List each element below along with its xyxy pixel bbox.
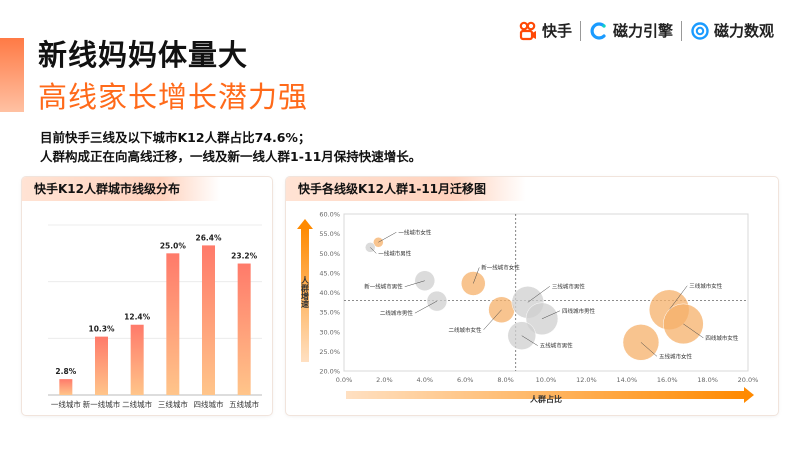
bubble-label: 四线城市男性 bbox=[562, 307, 596, 315]
bar-2 bbox=[130, 324, 144, 395]
y-tick-label: 20.0% bbox=[319, 368, 340, 376]
bar-category-label: 新一线城市 bbox=[83, 399, 121, 409]
bubble-label: 一线城市女性 bbox=[398, 228, 432, 236]
bubble-leader-line bbox=[483, 309, 502, 330]
kuaishou-logo: 快手 bbox=[518, 20, 572, 41]
cili-shuguan-logo: 磁力数观 bbox=[690, 20, 774, 41]
bar-chart: 2.8% 一线城市 10.3% 新一线城市 12.4% 二线城市 25.0% 三线城市 26.4… bbox=[48, 224, 262, 409]
y-axis-title: 人群增速 bbox=[300, 275, 310, 309]
bar-0 bbox=[59, 379, 73, 395]
y-tick-label: 55.0% bbox=[319, 230, 340, 238]
bar-value-label: 26.4% bbox=[195, 233, 222, 242]
x-axis-title: 人群占比 bbox=[530, 394, 562, 404]
y-tick-label: 40.0% bbox=[319, 289, 340, 297]
bar-category-label: 三线城市 bbox=[158, 399, 188, 409]
page-subtitle: 高线家长增长潜力强 bbox=[38, 80, 309, 114]
kuaishou-icon bbox=[519, 21, 536, 40]
bar-category-label: 五线城市 bbox=[229, 399, 259, 409]
plot-frame bbox=[343, 213, 749, 372]
bubble-label: 三线城市女性 bbox=[689, 282, 723, 290]
x-tick-label: 10.0% bbox=[536, 376, 557, 384]
x-tick-label: 14.0% bbox=[616, 376, 637, 384]
bubble-leader-line bbox=[669, 285, 688, 310]
bubble-label: 一线城市男性 bbox=[378, 249, 412, 257]
x-tick-label: 0.0% bbox=[336, 376, 353, 384]
y-tick-label: 30.0% bbox=[319, 328, 340, 336]
cili-shuguan-label: 磁力数观 bbox=[713, 22, 774, 40]
bubble-label: 二线城市男性 bbox=[380, 309, 414, 317]
bubble-leader-line bbox=[378, 232, 397, 243]
bar-5 bbox=[237, 263, 251, 395]
bar-category-label: 二线城市 bbox=[122, 399, 152, 409]
x-tick-label: 8.0% bbox=[497, 376, 514, 384]
bubble-leader-line bbox=[683, 323, 704, 339]
left-panel-title: 快手K12人群城市线级分布 bbox=[22, 177, 220, 201]
bar-1 bbox=[95, 336, 108, 395]
y-tick-label: 60.0% bbox=[319, 211, 340, 219]
bubble-label: 五线城市男性 bbox=[540, 342, 574, 350]
bubble-leader-line bbox=[541, 310, 561, 320]
bubble-label: 新一线城市女性 bbox=[481, 263, 520, 271]
bubble-label: 四线城市女性 bbox=[705, 334, 739, 342]
bubble-leader-line bbox=[404, 280, 425, 287]
bar-3 bbox=[166, 253, 180, 395]
x-tick-label: 2.0% bbox=[376, 376, 393, 384]
description: 目前快手三线及以下城市K12人群占比74.6%； 人群构成正在向高线迁移，一线及… bbox=[40, 128, 421, 166]
description-line-2: 人群构成正在向高线迁移，一线及新一线人群1-11月保持快速增长。 bbox=[40, 149, 422, 164]
cili-engine-logo: 磁力引擎 bbox=[589, 20, 673, 41]
page-title: 新线妈妈体量大 bbox=[38, 38, 249, 72]
description-line-1: 目前快手三线及以下城市K12人群占比74.6%； bbox=[40, 130, 311, 145]
bubble-label: 新一线城市男性 bbox=[364, 283, 403, 291]
x-tick-label: 18.0% bbox=[697, 376, 718, 384]
logo-divider bbox=[680, 20, 682, 41]
bubble-chart: 20.0% 25.0% 30.0% 35.0% 40.0% 45.0% 50.0% 55.0%… bbox=[297, 211, 759, 404]
y-tick-label: 45.0% bbox=[319, 269, 340, 277]
x-tick-label: 6.0% bbox=[457, 376, 474, 384]
bar-category-label: 一线城市 bbox=[51, 399, 81, 409]
cili-engine-label: 磁力引擎 bbox=[612, 22, 673, 40]
bar-value-label: 12.4% bbox=[124, 313, 151, 322]
logo-divider bbox=[579, 20, 581, 41]
left-chart-panel: 快手K12人群城市线级分布 2.8% 一线城市 10.3% 新一线城市 12.4% 二线城… bbox=[22, 177, 272, 415]
bubble-leader-line bbox=[527, 286, 550, 303]
bubble bbox=[373, 237, 384, 248]
bubble-label: 五线城市女性 bbox=[659, 352, 693, 360]
bar-category-label: 四线城市 bbox=[194, 399, 224, 409]
y-tick-label: 35.0% bbox=[319, 309, 340, 317]
x-tick-label: 12.0% bbox=[576, 376, 597, 384]
bar-value-label: 2.8% bbox=[55, 367, 76, 376]
right-chart-panel: 快手各线级K12人群1-11月迁移图 20.0% 25.0% 30.0% 35.0% 4… bbox=[286, 177, 778, 415]
x-tick-label: 20.0% bbox=[738, 376, 759, 384]
x-axis-arrowhead bbox=[744, 387, 754, 403]
x-tick-label: 16.0% bbox=[657, 376, 678, 384]
bubble-leader-line bbox=[370, 247, 377, 254]
title-accent-bar bbox=[0, 38, 24, 112]
bar-value-label: 10.3% bbox=[88, 325, 115, 334]
bubble-leader-line bbox=[414, 300, 438, 314]
x-axis-arrow bbox=[346, 391, 746, 399]
bubble-leader-line bbox=[521, 335, 538, 346]
bar-value-label: 25.0% bbox=[160, 241, 187, 250]
bar-4 bbox=[202, 245, 215, 395]
y-tick-label: 50.0% bbox=[319, 250, 340, 258]
bubble bbox=[525, 302, 559, 336]
cili-engine-icon bbox=[590, 21, 606, 40]
x-tick-label: 4.0% bbox=[417, 376, 434, 384]
y-axis-arrowhead bbox=[297, 219, 313, 229]
y-tick-label: 25.0% bbox=[319, 348, 340, 356]
bubble-leader-line bbox=[473, 267, 480, 284]
bubble-label: 二线城市女性 bbox=[449, 326, 483, 334]
y-axis-arrow bbox=[301, 227, 309, 362]
bubble-leader-line bbox=[640, 342, 658, 357]
bubble-label: 三线城市男性 bbox=[552, 282, 586, 290]
right-panel-title: 快手各线级K12人群1-11月迁移图 bbox=[286, 177, 527, 201]
bar-value-label: 23.2% bbox=[231, 252, 258, 261]
cili-shuguan-icon bbox=[691, 21, 709, 40]
brand-logos: 快手 磁力引擎 磁力数观 bbox=[518, 20, 774, 41]
kuaishou-label: 快手 bbox=[541, 22, 572, 40]
